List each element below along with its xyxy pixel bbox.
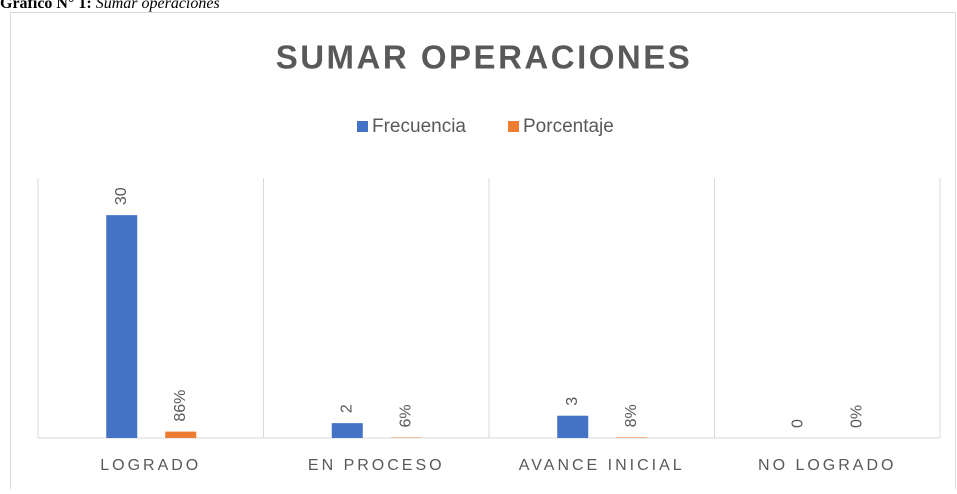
data-label: 2 [338,404,355,413]
caption-label: Gráfico N° 1: [0,0,92,12]
bar [332,423,363,438]
chart-title: SUMAR OPERACIONES [276,39,693,76]
legend-swatch [357,121,368,132]
data-label: 3 [564,397,581,406]
data-label: 30 [113,187,130,205]
chart-frame [11,13,956,490]
bar [616,437,647,438]
x-tick-label: AVANCE INICIAL [519,457,685,474]
legend-swatch [508,121,519,132]
legend-label: Frecuencia [372,116,466,137]
caption: Gráfico N° 1: Sumar operaciones [0,0,220,12]
bar [165,432,196,438]
data-label: 0 [789,419,806,428]
x-tick-label: LOGRADO [100,457,201,474]
bar [106,215,137,438]
legend-label: Porcentaje [523,116,614,137]
data-label: 0% [848,405,865,428]
data-label: 86% [172,390,189,422]
x-tick-label: EN PROCESO [308,457,445,474]
data-label: 8% [623,404,640,427]
x-tick-label: NO LOGRADO [758,457,896,474]
data-label: 6% [397,404,414,427]
bar [557,416,588,438]
caption-text: Sumar operaciones [96,0,220,12]
